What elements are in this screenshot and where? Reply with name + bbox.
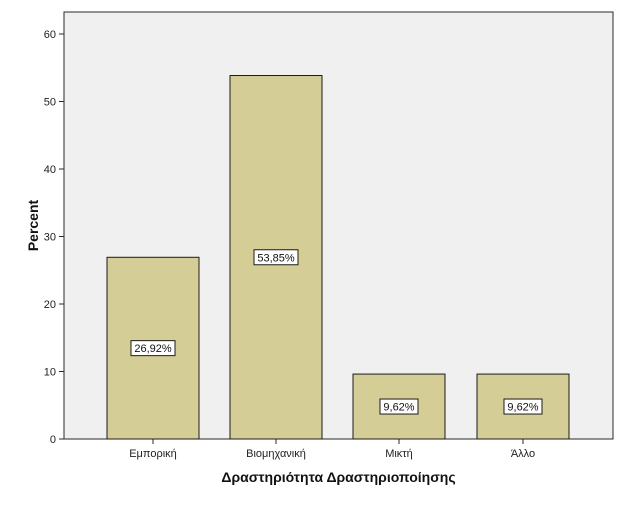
y-tick-label: 0 [50,434,56,446]
y-tick-label: 60 [44,29,56,41]
y-tick-label: 30 [44,232,56,244]
data-label: 26,92% [134,343,172,355]
y-axis-title: Percent [25,199,41,251]
data-label-box [253,249,299,266]
y-axis: 0 10 20 30 40 50 60 [44,29,64,446]
data-label: 53,85% [257,252,295,264]
x-tick-label: Εμπορική [129,448,177,460]
y-tick-label: 20 [44,299,56,311]
x-tick-label: Άλλο [511,448,535,460]
data-label-box [130,340,176,357]
data-label: 9,62% [507,402,538,414]
data-labels: 26,92% 53,85% 9,62% 9,62% [130,249,543,415]
y-tick-label: 40 [44,164,56,176]
data-label-box [379,398,419,415]
data-label-box [503,398,543,415]
bar-series [106,75,570,440]
y-tick-label: 10 [44,367,56,379]
y-tick-label: 50 [44,97,56,109]
x-axis: Εμπορική Βιομηχανική Μικτή Άλλο [129,439,535,460]
x-tick-label: Βιομηχανική [246,448,306,460]
x-axis-title: Δραστηριότητα Δραστηριοποίησης [221,469,455,485]
x-tick-label: Μικτή [385,448,413,460]
data-label: 9,62% [383,402,414,414]
